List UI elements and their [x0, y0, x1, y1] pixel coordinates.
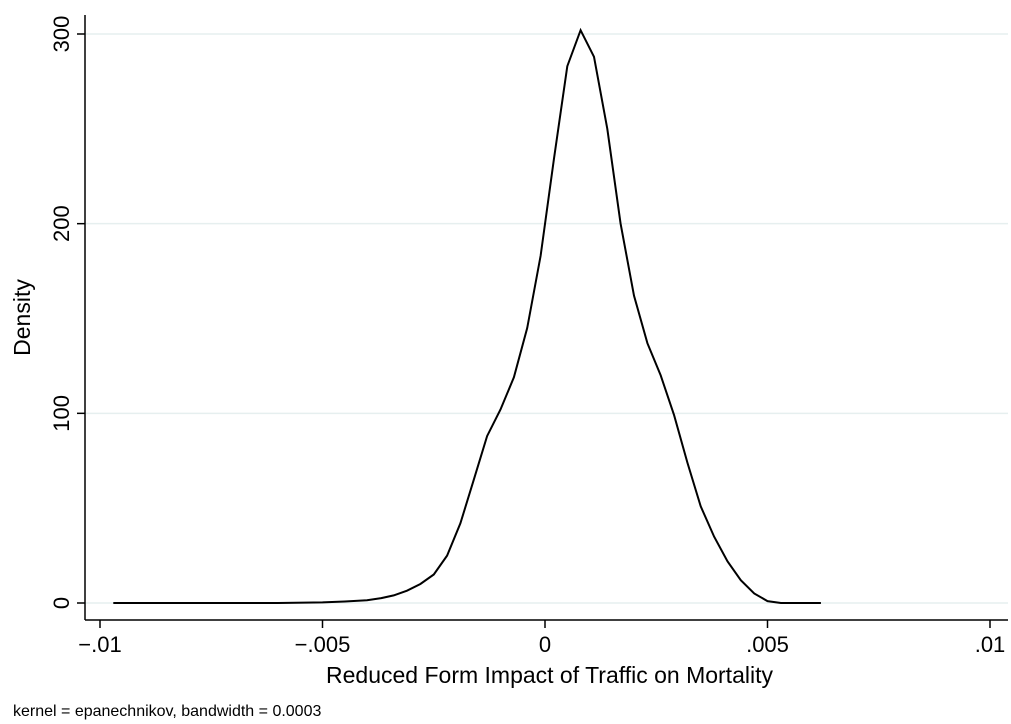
y-tick-label-2: 200: [49, 205, 74, 242]
x-axis-title: Reduced Form Impact of Traffic on Mortal…: [326, 662, 773, 688]
y-axis-title: Density: [9, 279, 35, 356]
y-tick-label-3: 300: [49, 16, 74, 53]
gridlines: [85, 33, 1008, 604]
y-tick-label-1: 100: [49, 395, 74, 432]
x-tick-label-3: .005: [746, 632, 789, 657]
x-tick-label-0: −.01: [78, 632, 121, 657]
y-ticks: 0 100 200 300: [49, 16, 85, 609]
density-line: [113, 27, 821, 604]
x-ticks: −.01 −.005 0 .005 .01: [78, 620, 1005, 657]
x-tick-label-1: −.005: [295, 632, 351, 657]
x-tick-label-4: .01: [975, 632, 1006, 657]
kernel-note: kernel = epanechnikov, bandwidth = 0.000…: [13, 703, 321, 720]
x-tick-label-2: 0: [539, 632, 551, 657]
y-tick-label-0: 0: [49, 597, 74, 609]
